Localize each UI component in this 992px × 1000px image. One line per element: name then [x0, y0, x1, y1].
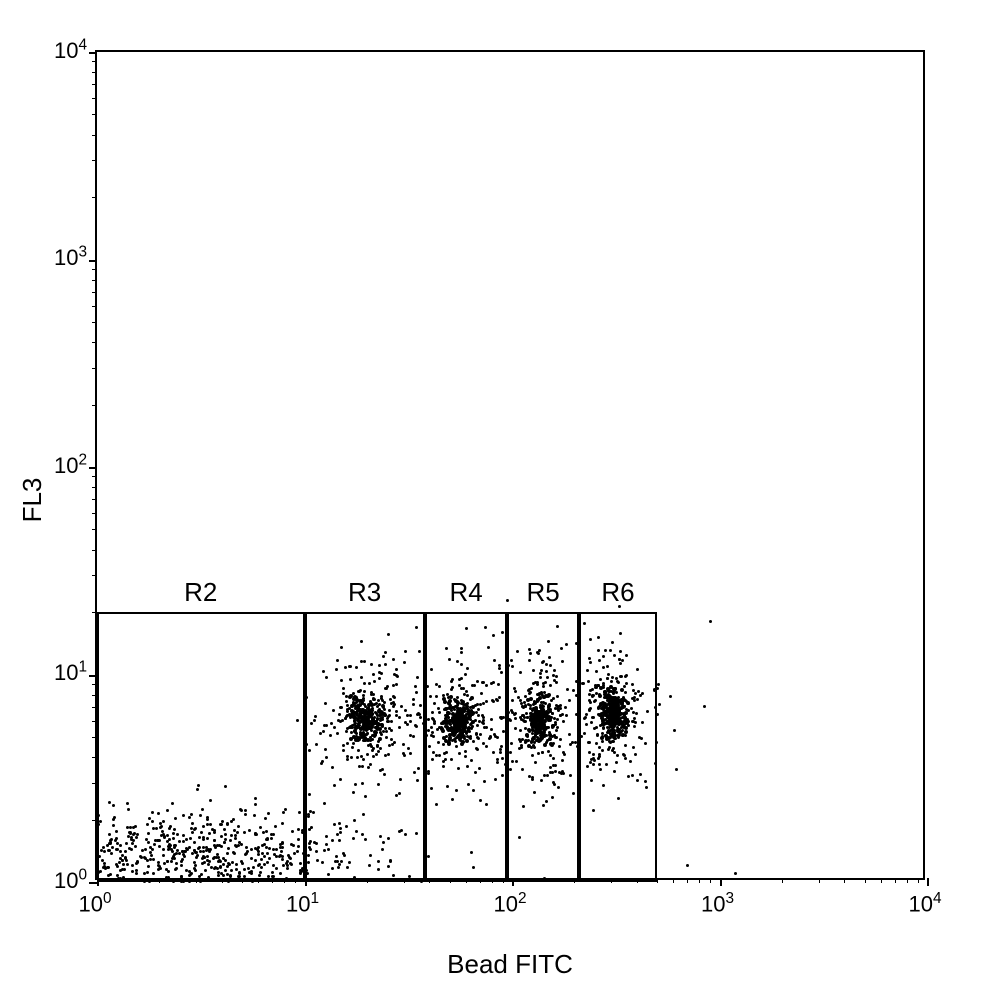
gate-label-r4: R4 [449, 577, 482, 608]
plot-area: R2 R3 R4 R5 R6 [95, 50, 925, 880]
gate-r5 [507, 612, 578, 882]
y-tick-label: 104 [54, 36, 87, 63]
gate-label-r6: R6 [601, 577, 634, 608]
y-axis-label: FL3 [17, 478, 48, 523]
gate-r6 [579, 612, 657, 882]
x-tick-label: 102 [493, 890, 526, 917]
gate-r3 [305, 612, 425, 882]
y-tick-label: 102 [54, 451, 87, 478]
y-tick-label: 101 [54, 659, 87, 686]
x-tick-label: 100 [78, 890, 111, 917]
gate-r2 [97, 612, 305, 882]
x-tick-label: 104 [908, 890, 941, 917]
gate-label-r3: R3 [348, 577, 381, 608]
y-tick-label: 103 [54, 244, 87, 271]
flow-cytometry-scatter: R2 R3 R4 R5 R6 [95, 50, 925, 880]
x-tick-label: 103 [701, 890, 734, 917]
gate-label-r5: R5 [526, 577, 559, 608]
x-axis-label: Bead FITC [95, 949, 925, 980]
gate-r4 [425, 612, 508, 882]
gate-label-r2: R2 [184, 577, 217, 608]
x-tick-label: 101 [286, 890, 319, 917]
